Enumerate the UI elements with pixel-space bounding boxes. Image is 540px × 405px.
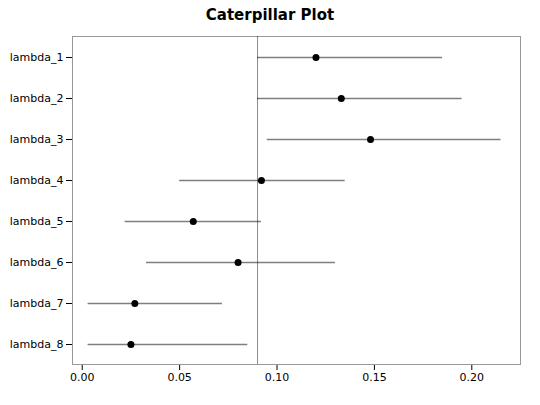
svg-text:lambda_1: lambda_1 <box>10 51 64 64</box>
svg-text:lambda_6: lambda_6 <box>10 256 64 269</box>
svg-text:lambda_4: lambda_4 <box>10 174 64 187</box>
svg-text:lambda_5: lambda_5 <box>10 215 64 228</box>
svg-text:0.05: 0.05 <box>167 371 192 384</box>
svg-text:0.20: 0.20 <box>460 371 485 384</box>
svg-text:lambda_8: lambda_8 <box>10 338 64 351</box>
svg-text:0.00: 0.00 <box>70 371 95 384</box>
svg-text:lambda_2: lambda_2 <box>10 92 64 105</box>
svg-text:lambda_7: lambda_7 <box>10 297 64 310</box>
svg-text:0.15: 0.15 <box>362 371 387 384</box>
svg-text:lambda_3: lambda_3 <box>10 133 64 146</box>
html-text:Caterpillar Plot: Caterpillar Plot <box>205 6 335 24</box>
svg-text:0.10: 0.10 <box>265 371 290 384</box>
